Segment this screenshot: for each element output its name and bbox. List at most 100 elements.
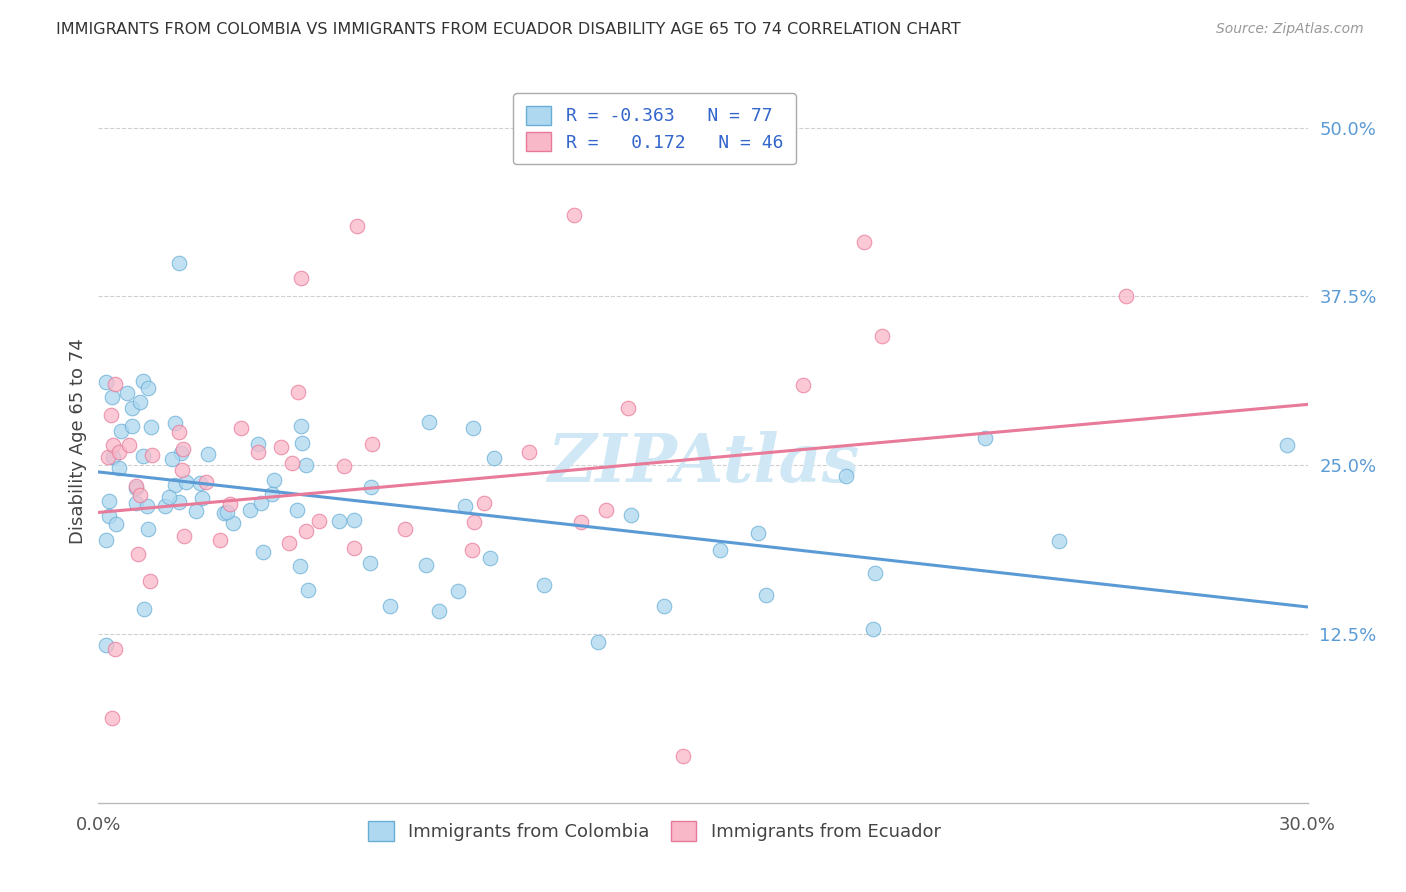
Point — [287, 503, 309, 517]
Point — [287, 385, 309, 400]
Point — [108, 460, 131, 475]
Point — [239, 502, 262, 516]
Point — [427, 604, 450, 618]
Point — [108, 444, 131, 458]
Point — [290, 559, 312, 574]
Point — [218, 497, 240, 511]
Point — [104, 641, 127, 656]
Point — [617, 401, 640, 415]
Point — [870, 328, 893, 343]
Point — [346, 219, 368, 234]
Point — [197, 448, 219, 462]
Point — [569, 515, 592, 529]
Point — [128, 395, 150, 409]
Point — [96, 375, 118, 389]
Point — [117, 386, 139, 401]
Point — [333, 459, 356, 474]
Point — [153, 499, 176, 513]
Point — [1047, 533, 1070, 548]
Point — [212, 506, 235, 520]
Point — [103, 450, 125, 464]
Point — [263, 473, 285, 487]
Point — [194, 475, 217, 489]
Point — [834, 468, 856, 483]
Text: ZIPAtlas: ZIPAtlas — [547, 431, 859, 496]
Point — [191, 491, 214, 506]
Point — [229, 421, 252, 435]
Point — [418, 415, 440, 429]
Point — [461, 421, 484, 435]
Point — [595, 502, 617, 516]
Point — [222, 516, 245, 531]
Point — [270, 440, 292, 454]
Point — [129, 488, 152, 502]
Point — [186, 504, 208, 518]
Point — [863, 566, 886, 581]
Point — [454, 499, 477, 513]
Point — [167, 495, 190, 509]
Point — [478, 550, 501, 565]
Point — [132, 374, 155, 388]
Point — [215, 505, 238, 519]
Point — [328, 514, 350, 528]
Point — [136, 522, 159, 536]
Point — [1115, 289, 1137, 303]
Point — [132, 601, 155, 615]
Point — [141, 448, 163, 462]
Point — [188, 476, 211, 491]
Point — [174, 475, 197, 490]
Point — [96, 638, 118, 652]
Point — [173, 529, 195, 543]
Point — [463, 515, 485, 529]
Point — [172, 442, 194, 456]
Point — [446, 584, 468, 599]
Text: Source: ZipAtlas.com: Source: ZipAtlas.com — [1216, 22, 1364, 37]
Point — [247, 445, 270, 459]
Point — [472, 496, 495, 510]
Point — [484, 450, 506, 465]
Point — [461, 542, 484, 557]
Point — [380, 599, 402, 613]
Point — [360, 479, 382, 493]
Point — [97, 508, 120, 523]
Point — [135, 499, 157, 513]
Point — [125, 479, 148, 493]
Point — [652, 599, 675, 614]
Point — [97, 450, 120, 464]
Point — [415, 558, 437, 572]
Point — [260, 487, 283, 501]
Point — [163, 416, 186, 430]
Point — [136, 381, 159, 395]
Point — [127, 547, 149, 561]
Point — [291, 436, 314, 450]
Point — [277, 536, 299, 550]
Point — [121, 419, 143, 434]
Point — [672, 748, 695, 763]
Point — [343, 541, 366, 555]
Point — [308, 515, 330, 529]
Point — [100, 408, 122, 422]
Point — [167, 256, 190, 270]
Point — [250, 496, 273, 510]
Point — [562, 208, 585, 222]
Point — [104, 377, 127, 392]
Point — [360, 437, 382, 451]
Point — [121, 401, 143, 416]
Point — [125, 481, 148, 495]
Point — [125, 496, 148, 510]
Point — [118, 438, 141, 452]
Point — [96, 533, 118, 548]
Point — [132, 449, 155, 463]
Point — [517, 445, 540, 459]
Legend: Immigrants from Colombia, Immigrants from Ecuador: Immigrants from Colombia, Immigrants fro… — [361, 814, 948, 848]
Point — [755, 588, 778, 602]
Point — [619, 508, 641, 523]
Point — [209, 533, 232, 548]
Point — [709, 543, 731, 558]
Point — [343, 513, 366, 527]
Point — [294, 458, 316, 472]
Point — [359, 556, 381, 570]
Point — [974, 431, 997, 445]
Point — [139, 574, 162, 588]
Text: IMMIGRANTS FROM COLOMBIA VS IMMIGRANTS FROM ECUADOR DISABILITY AGE 65 TO 74 CORR: IMMIGRANTS FROM COLOMBIA VS IMMIGRANTS F… — [56, 22, 960, 37]
